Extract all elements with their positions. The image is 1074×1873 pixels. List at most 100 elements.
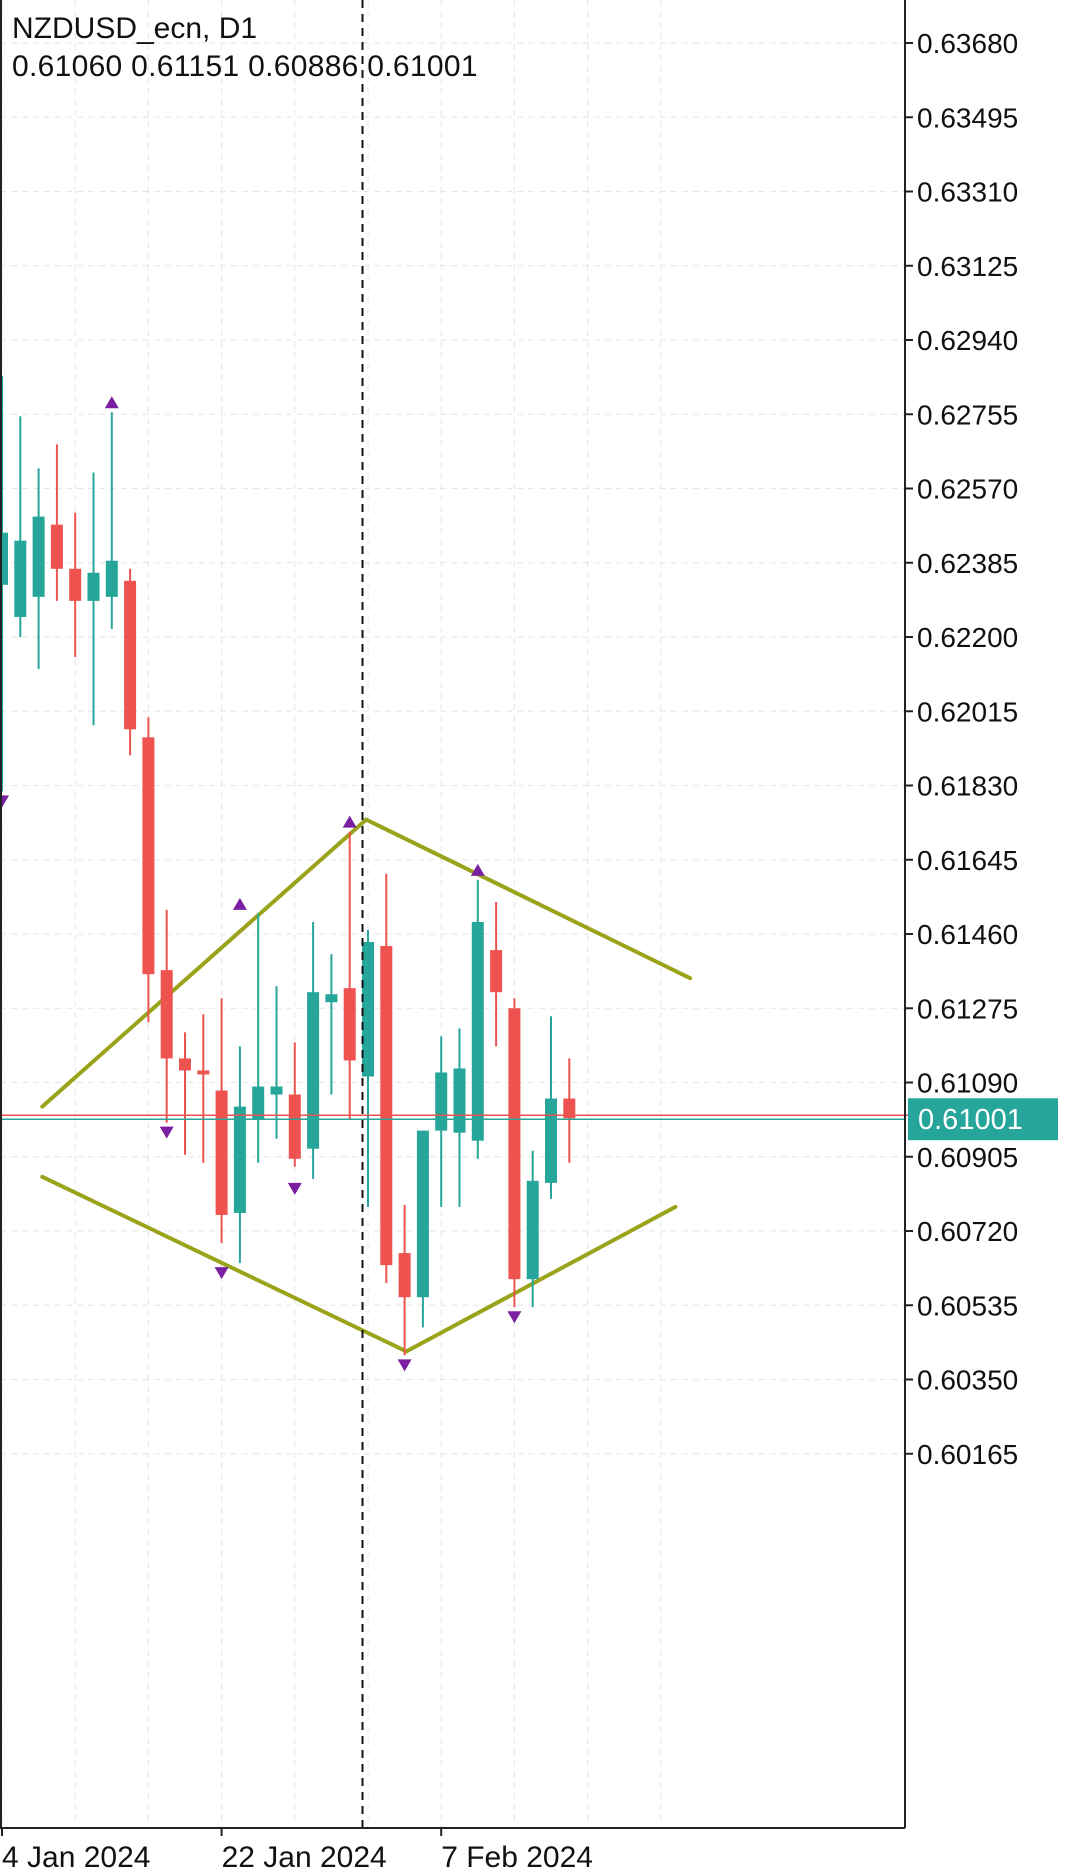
- candle-body: [307, 992, 320, 1149]
- candle-body: [69, 568, 82, 601]
- y-tick-label: 0.62755: [917, 399, 1018, 430]
- y-tick-label: 0.62940: [917, 325, 1018, 356]
- candle-body: [124, 580, 137, 730]
- fractal-up-arrow: [232, 897, 247, 910]
- candle-bull: [545, 1016, 557, 1199]
- candle-bull: [87, 472, 100, 726]
- candle-bear: [563, 1058, 576, 1163]
- candle-body: [416, 1130, 429, 1298]
- candle-bull: [270, 986, 283, 1139]
- candle-body: [179, 1058, 191, 1071]
- candle-body: [252, 1086, 265, 1119]
- candles: [0, 376, 576, 1356]
- candle-bull: [435, 1036, 448, 1207]
- fractal-arrows: [0, 396, 522, 1372]
- candle-bear: [50, 444, 63, 601]
- y-tick-label: 0.62015: [917, 696, 1018, 727]
- candle-bull: [32, 468, 45, 670]
- candle-body: [215, 1090, 228, 1215]
- candle-body: [508, 1008, 521, 1280]
- candle-bear: [124, 568, 137, 756]
- candle-body: [270, 1086, 283, 1095]
- candle-body: [362, 942, 374, 1077]
- current-price-label: 0.61001: [918, 1104, 1023, 1136]
- candle-bull: [233, 1046, 246, 1264]
- y-tick-label: 0.60905: [917, 1142, 1018, 1173]
- y-tick-label: 0.61830: [917, 771, 1018, 802]
- candle-body: [563, 1098, 576, 1119]
- current-price-box: [908, 1098, 1058, 1141]
- y-tick-label: 0.62385: [917, 548, 1018, 579]
- y-tick-label: 0.61275: [917, 993, 1018, 1024]
- candle-bear: [69, 512, 82, 658]
- candle-body: [32, 516, 45, 597]
- candle-body: [380, 946, 393, 1266]
- candle-bear: [215, 998, 228, 1244]
- fractal-down-arrow: [507, 1311, 522, 1324]
- y-tick-label: 0.63680: [917, 28, 1018, 59]
- fractal-up-arrow: [104, 396, 119, 409]
- candle-bull: [307, 921, 320, 1179]
- candle-bear: [142, 717, 155, 1023]
- candle-bull: [453, 1028, 466, 1207]
- candle-body: [160, 970, 173, 1059]
- candle-body: [14, 540, 27, 617]
- candle-bear: [288, 1042, 301, 1167]
- candle-bull: [14, 416, 27, 637]
- pattern-line: [404, 1204, 678, 1354]
- candle-bull: [526, 1150, 539, 1308]
- symbol-timeframe-label: NZDUSD_ecn, D1: [12, 12, 258, 45]
- candle-bear: [343, 831, 356, 1119]
- candle-bull: [105, 412, 118, 629]
- y-tick-label: 0.61460: [917, 919, 1018, 950]
- candle-bear: [490, 901, 503, 1047]
- pattern-lines: [40, 817, 693, 1354]
- grid-lines: [0, 0, 905, 1828]
- candle-bear: [197, 1014, 210, 1163]
- x-tick-label: 22 Jan 2024: [222, 1841, 387, 1873]
- candle-body: [50, 524, 63, 569]
- price-overlay: 0.61001: [0, 0, 1058, 1828]
- pattern-line: [40, 1174, 409, 1354]
- candle-body: [142, 737, 155, 975]
- pattern-line: [364, 817, 693, 981]
- y-tick-label: 0.63495: [917, 102, 1018, 133]
- fractal-up-arrow: [470, 863, 485, 876]
- fractal-down-arrow: [397, 1359, 412, 1372]
- candle-body: [435, 1072, 448, 1131]
- candle-body: [87, 572, 100, 601]
- y-tick-label: 0.60165: [917, 1439, 1018, 1470]
- y-tick-label: 0.61090: [917, 1068, 1018, 1099]
- candle-body: [471, 921, 484, 1141]
- y-tick-label: 0.62570: [917, 474, 1018, 505]
- candle-bear: [398, 1204, 411, 1356]
- candle-bull: [471, 879, 484, 1159]
- pattern-line: [40, 817, 369, 1109]
- candle-body: [233, 1106, 246, 1213]
- candle-bear: [179, 1032, 191, 1155]
- candle-body: [453, 1068, 466, 1133]
- candle-body: [105, 560, 118, 597]
- y-tick-label: 0.62200: [917, 622, 1018, 653]
- candle-body: [0, 532, 8, 585]
- candle-body: [545, 1098, 557, 1183]
- y-tick-label: 0.63310: [917, 177, 1018, 208]
- candle-body: [526, 1180, 539, 1280]
- fractal-down-arrow: [214, 1267, 229, 1280]
- ohlc-readout: 0.61060 0.61151 0.60886 0.61001: [12, 50, 478, 83]
- x-tick-label: 7 Feb 2024: [441, 1841, 593, 1873]
- candle-bear: [380, 873, 393, 1284]
- y-tick-label: 0.60350: [917, 1365, 1018, 1396]
- candle-body: [398, 1253, 411, 1298]
- candle-bear: [508, 998, 521, 1308]
- y-tick-label: 0.60535: [917, 1290, 1018, 1321]
- fractal-down-arrow: [0, 795, 9, 808]
- fractal-down-arrow: [287, 1182, 302, 1195]
- candle-body: [325, 994, 338, 1003]
- x-tick-label: 4 Jan 2024: [2, 1841, 150, 1873]
- candle-body: [288, 1094, 301, 1159]
- candle-bull: [252, 913, 265, 1163]
- y-tick-label: 0.60720: [917, 1216, 1018, 1247]
- y-tick-label: 0.61645: [917, 845, 1018, 876]
